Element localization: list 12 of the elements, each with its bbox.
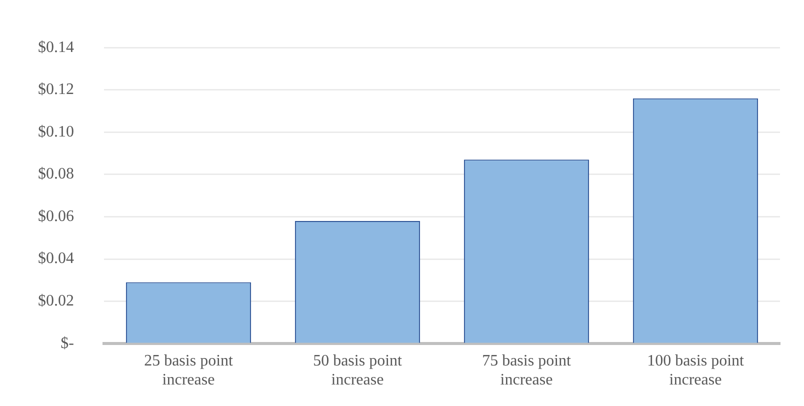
x-tick-label: 50 basis point increase bbox=[313, 352, 402, 389]
y-tick-label: $0.06 bbox=[38, 208, 74, 225]
y-tick-label: $0.14 bbox=[38, 38, 74, 56]
y-tick-label: $0.04 bbox=[38, 250, 74, 268]
x-tick-label: 25 basis point increase bbox=[144, 352, 234, 389]
x-tick-label: 75 basis point increase bbox=[482, 352, 572, 389]
y-tick-label: $0.10 bbox=[38, 123, 74, 140]
y-tick-label: $- bbox=[60, 334, 74, 352]
y-tick-label: $0.08 bbox=[38, 166, 74, 183]
y-tick-label: $0.12 bbox=[38, 81, 74, 98]
x-tick-label: 100 basis point increase bbox=[647, 352, 744, 389]
y-tick-label: $0.02 bbox=[38, 292, 74, 310]
